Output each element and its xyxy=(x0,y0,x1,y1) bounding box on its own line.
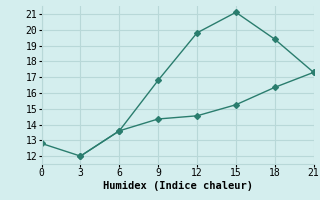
X-axis label: Humidex (Indice chaleur): Humidex (Indice chaleur) xyxy=(103,181,252,191)
